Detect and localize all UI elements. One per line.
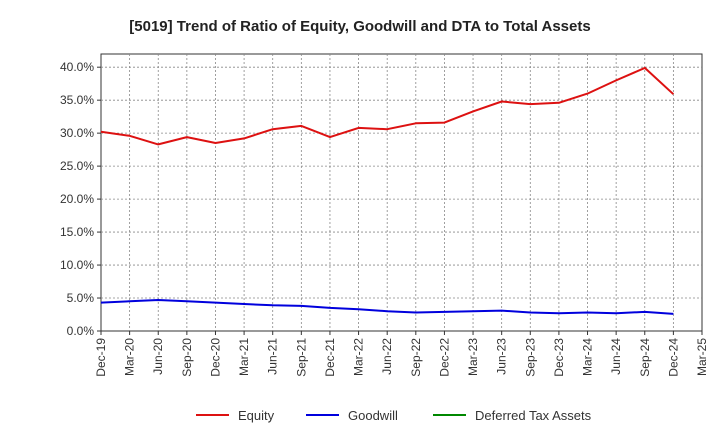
legend-label: Goodwill	[348, 408, 398, 423]
y-tick-label: 15.0%	[60, 225, 94, 239]
plot-area	[100, 53, 703, 332]
y-tick-label: 10.0%	[60, 258, 94, 272]
chart-title: [5019] Trend of Ratio of Equity, Goodwil…	[129, 18, 590, 35]
x-tick-label: Sep-21	[294, 338, 308, 377]
y-tick-label: 25.0%	[60, 159, 94, 173]
x-tick-label: Jun-20	[151, 338, 165, 375]
series-line-equity	[100, 66, 675, 146]
x-tick-label: Mar-21	[237, 338, 251, 376]
y-tick-label: 0.0%	[67, 324, 95, 338]
y-tick-label: 40.0%	[60, 60, 94, 74]
x-axis: Dec-19 Mar-20 Jun-20 Sep-20 Dec-20 Mar-21 Jun-…	[94, 331, 709, 377]
x-tick-label: Dec-21	[323, 338, 337, 377]
y-axis: 0.0% 5.0% 10.0% 15.0% 20.0% 25.0% 30.0% 35.0% 40…	[60, 60, 101, 338]
x-tick-label: Dec-24	[666, 338, 680, 377]
x-tick-label: Mar-23	[466, 338, 480, 376]
x-tick-label: Mar-24	[581, 338, 595, 376]
x-tick-label: Dec-19	[94, 338, 108, 377]
x-tick-label: Sep-23	[523, 338, 537, 377]
y-tick-label: 20.0%	[60, 192, 94, 206]
y-tick-label: 35.0%	[60, 93, 94, 107]
x-tick-label: Mar-20	[123, 338, 137, 376]
x-tick-label: Jun-23	[495, 338, 509, 375]
legend-label: Equity	[238, 408, 275, 423]
series-lines	[100, 66, 675, 315]
x-tick-label: Jun-21	[266, 338, 280, 375]
x-tick-label: Dec-23	[552, 338, 566, 377]
series-line-goodwill	[100, 299, 674, 315]
x-tick-label: Mar-25	[695, 338, 709, 376]
legend-label: Deferred Tax Assets	[475, 408, 592, 423]
legend: Equity Goodwill Deferred Tax Assets	[196, 408, 592, 423]
y-tick-label: 5.0%	[67, 291, 95, 305]
x-tick-label: Mar-22	[352, 338, 366, 376]
x-tick-label: Jun-24	[609, 338, 623, 375]
x-tick-label: Jun-22	[380, 338, 394, 375]
gridlines	[101, 54, 702, 331]
x-tick-label: Sep-24	[638, 338, 652, 377]
x-tick-label: Dec-22	[437, 338, 451, 377]
y-tick-label: 30.0%	[60, 126, 94, 140]
x-tick-label: Sep-22	[409, 338, 423, 377]
x-tick-label: Sep-20	[180, 338, 194, 377]
x-tick-label: Dec-20	[208, 338, 222, 377]
